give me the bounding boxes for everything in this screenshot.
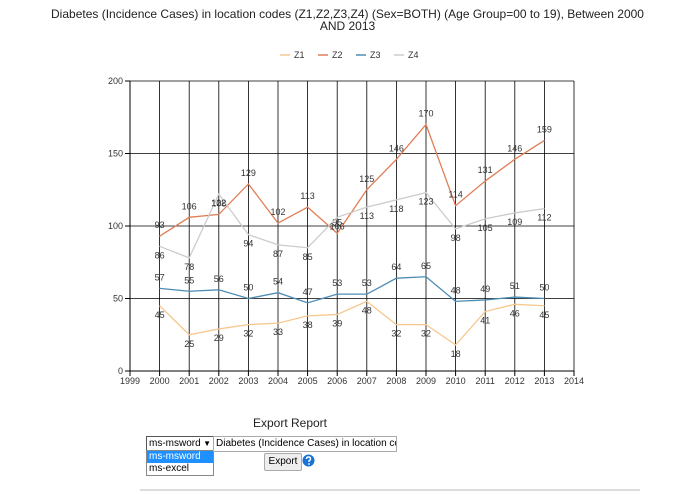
x-tick-label: 2002 — [209, 376, 229, 386]
data-label: 39 — [332, 318, 342, 328]
data-label: 47 — [303, 287, 313, 297]
series-line — [159, 276, 545, 304]
x-tick-label: 2011 — [476, 376, 495, 386]
data-label: 53 — [332, 278, 342, 288]
data-label: 108 — [211, 198, 226, 208]
data-label: 49 — [480, 284, 490, 294]
data-label: 125 — [359, 174, 374, 184]
legend-label: Z1 — [294, 50, 305, 60]
data-label: 102 — [270, 207, 285, 217]
data-label: 64 — [391, 262, 401, 272]
footer-rule — [140, 489, 640, 491]
data-label: 105 — [478, 223, 493, 233]
data-label: 122 — [211, 198, 226, 208]
data-label: 78 — [184, 262, 194, 272]
format-options: ms-msword ms-excel — [146, 450, 214, 476]
x-tick-label: 2010 — [446, 376, 466, 386]
data-label: 98 — [451, 233, 461, 243]
y-tick-label: 0 — [118, 366, 123, 376]
data-label: 50 — [539, 283, 549, 293]
report-name-input[interactable]: Diabetes (Incidence Cases) in location c… — [213, 436, 397, 452]
data-label: 113 — [300, 191, 314, 201]
export-button[interactable]: Export — [264, 453, 302, 471]
data-label: 113 — [360, 211, 374, 221]
x-tick-label: 1999 — [120, 376, 140, 386]
data-label: 41 — [480, 316, 490, 326]
x-tick-label: 2012 — [505, 376, 525, 386]
format-option[interactable]: ms-excel — [149, 463, 190, 474]
data-label: 87 — [273, 249, 283, 259]
data-label: 38 — [303, 320, 313, 330]
data-label: 65 — [421, 261, 431, 271]
data-label: 109 — [507, 217, 522, 227]
data-label: 29 — [214, 333, 224, 343]
selected-format: ms-msword — [149, 438, 201, 449]
x-tick-label: 2005 — [298, 376, 318, 386]
y-tick-label: 50 — [113, 294, 123, 304]
data-label: 131 — [478, 165, 493, 175]
series-line — [159, 300, 545, 346]
legend-label: Z2 — [332, 50, 343, 60]
chart-title: Diabetes (Incidence Cases) in location c… — [51, 7, 644, 33]
export-title: Export Report — [252, 416, 328, 430]
x-tick-label: 2014 — [564, 376, 584, 386]
data-label: 86 — [155, 250, 165, 260]
data-label: 85 — [303, 252, 313, 262]
data-label: 159 — [537, 124, 552, 134]
data-label: 25 — [184, 339, 194, 349]
data-label: 106 — [182, 201, 197, 211]
y-tick-label: 100 — [108, 221, 123, 231]
data-label: 118 — [389, 204, 403, 214]
data-label: 146 — [389, 143, 404, 153]
x-tick-label: 2000 — [150, 376, 170, 386]
data-label: 112 — [537, 213, 551, 223]
data-label: 45 — [539, 310, 549, 320]
data-label: 50 — [243, 283, 253, 293]
x-tick-label: 2003 — [238, 376, 258, 386]
data-label: 53 — [362, 278, 372, 288]
data-label: 51 — [510, 281, 520, 291]
data-label: 56 — [214, 274, 224, 284]
data-label: 46 — [510, 308, 520, 318]
data-label: 146 — [507, 143, 522, 153]
data-label: 95 — [332, 217, 342, 227]
data-label: 32 — [391, 329, 401, 339]
series-line — [159, 191, 545, 259]
y-tick-label: 150 — [108, 149, 123, 159]
data-label: 33 — [273, 327, 283, 337]
legend-label: Z3 — [370, 50, 381, 60]
data-label: 93 — [155, 220, 165, 230]
data-label: 57 — [155, 272, 165, 282]
x-tick-label: 2009 — [416, 376, 436, 386]
help-icon[interactable] — [302, 454, 315, 467]
data-label: 45 — [155, 310, 165, 320]
data-label: 18 — [451, 349, 461, 359]
data-label: 114 — [448, 190, 462, 200]
data-label: 54 — [273, 277, 283, 287]
format-option[interactable]: ms-msword — [147, 451, 213, 463]
data-label: 32 — [243, 329, 253, 339]
data-label: 129 — [241, 168, 256, 178]
legend-label: Z4 — [408, 50, 419, 60]
data-label: 48 — [362, 305, 372, 315]
select-arrow: ▼ — [203, 439, 211, 448]
data-label: 32 — [421, 329, 431, 339]
series-line — [159, 123, 545, 237]
data-label: 106 — [330, 221, 345, 231]
x-tick-label: 2001 — [179, 376, 199, 386]
x-tick-label: 2007 — [357, 376, 377, 386]
y-tick-label: 200 — [108, 76, 123, 86]
data-label: 55 — [184, 275, 194, 285]
x-tick-label: 2008 — [386, 376, 406, 386]
data-label: 170 — [418, 109, 433, 119]
data-label: 48 — [451, 285, 461, 295]
x-tick-label: 2004 — [268, 376, 288, 386]
data-label: 123 — [418, 197, 433, 207]
chart: 0 50 100 150 200 1999 2000 2001 2002 2003 2004 2005… — [108, 50, 584, 386]
x-tick-label: 2013 — [534, 376, 554, 386]
x-tick-label: 2006 — [327, 376, 347, 386]
data-label: 94 — [243, 239, 253, 249]
